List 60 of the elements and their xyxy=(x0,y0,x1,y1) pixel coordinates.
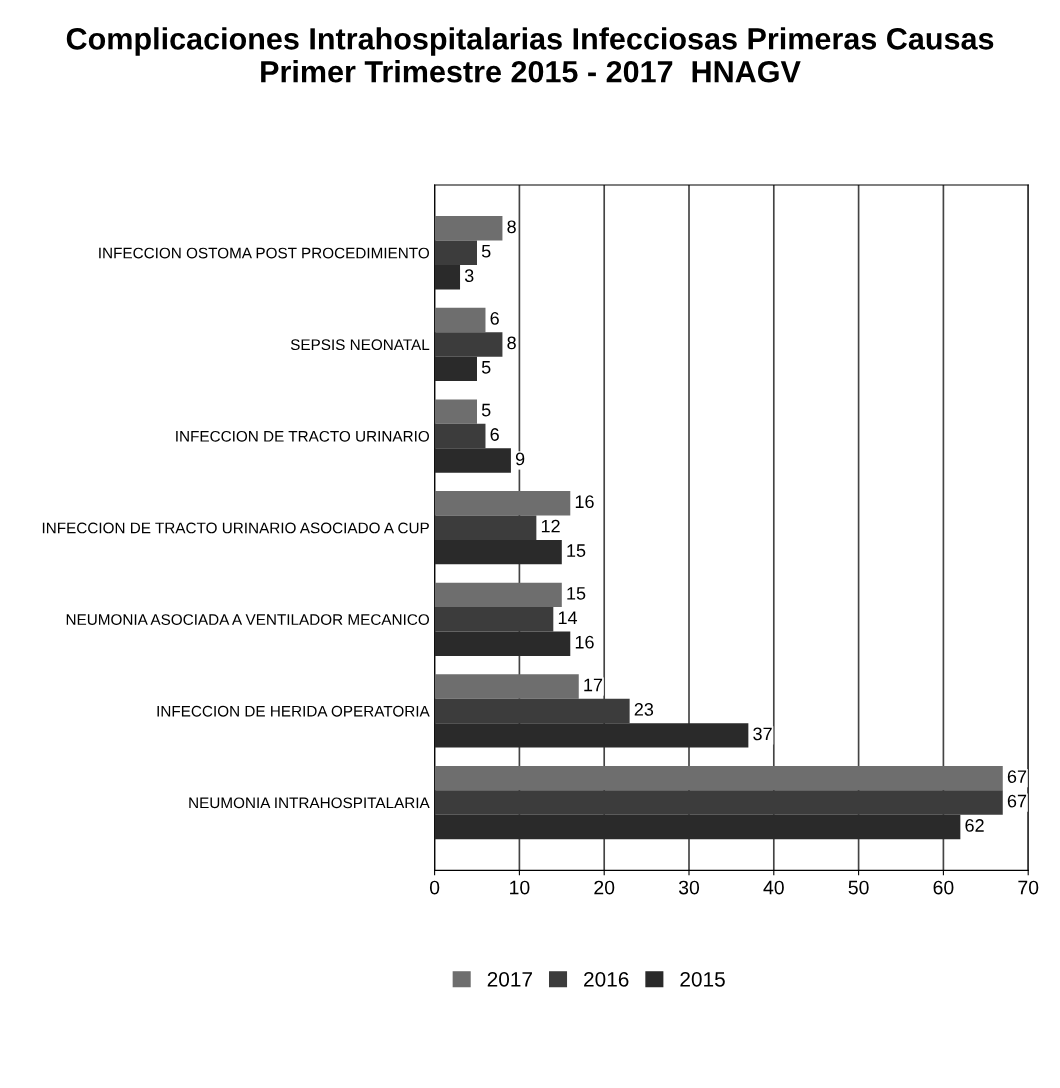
bar xyxy=(434,491,571,516)
bar xyxy=(434,448,511,473)
data-label: 5 xyxy=(481,245,491,258)
bar xyxy=(434,307,486,333)
bar xyxy=(434,582,562,608)
x-tick-label: 40 xyxy=(763,880,784,895)
x-tick-label: 30 xyxy=(678,880,700,895)
x-tick-label: 60 xyxy=(933,880,954,895)
bar xyxy=(434,790,1003,815)
data-label: 14 xyxy=(558,611,578,624)
data-label: 15 xyxy=(567,544,586,557)
data-label: 16 xyxy=(575,635,594,649)
y-tick-label: SEPSIS NEONATAL xyxy=(290,339,430,351)
data-label: 37 xyxy=(753,727,772,741)
y-tick-label: INFECCION DE TRACTO URINARIO ASOCIADO A CUP xyxy=(42,522,429,534)
data-label: 67 xyxy=(1007,770,1027,783)
data-label: 3 xyxy=(464,269,474,283)
y-tick-label: INFECCION DE TRACTO URINARIO xyxy=(176,430,430,442)
x-tick-label: 10 xyxy=(510,880,530,895)
bar xyxy=(434,674,579,699)
data-label: 12 xyxy=(541,519,560,533)
bar xyxy=(434,332,503,357)
bar xyxy=(434,264,461,290)
bar xyxy=(434,539,562,565)
data-label: 6 xyxy=(490,312,499,325)
data-label: 8 xyxy=(507,336,516,350)
data-label: 16 xyxy=(575,495,594,509)
data-label: 17 xyxy=(584,678,603,692)
data-label: 15 xyxy=(567,587,586,600)
data-label: 8 xyxy=(507,220,516,234)
y-tick-label: INFECCION DE HERIDA OPERATORIA xyxy=(157,705,430,717)
bar xyxy=(434,814,961,840)
data-label: 5 xyxy=(481,403,491,417)
bar xyxy=(434,240,477,265)
data-label: 67 xyxy=(1007,794,1027,808)
data-label: 6 xyxy=(490,428,499,441)
legend-label: 2016 xyxy=(584,971,629,987)
chart-title: Complicaciones Intrahospitalarias Infecciosas Primeras Causas Primer Trimestre 2015 - 2017 HNAGV xyxy=(66,27,994,83)
x-tick-label: 50 xyxy=(848,880,869,895)
legend-label: 2017 xyxy=(487,971,532,987)
bar xyxy=(434,631,571,656)
bar xyxy=(434,423,486,449)
bar xyxy=(434,723,749,748)
y-tick-label: NEUMONIA INTRAHOSPITALARIA xyxy=(189,797,430,809)
data-label: 23 xyxy=(634,703,654,716)
data-label: 5 xyxy=(481,361,491,374)
bar xyxy=(434,216,503,241)
bar xyxy=(434,515,537,540)
x-tick-label: 20 xyxy=(594,880,615,895)
y-tick-label: NEUMONIA ASOCIADA A VENTILADOR MECANICO xyxy=(66,614,429,625)
x-tick-label: 70 xyxy=(1018,880,1039,895)
data-label: 9 xyxy=(515,452,525,466)
bar xyxy=(434,399,477,424)
legend-label: 2015 xyxy=(680,971,725,987)
bar xyxy=(434,356,477,382)
data-label: 62 xyxy=(965,819,984,832)
bar xyxy=(434,607,554,632)
bar xyxy=(434,765,1003,791)
y-tick-label: INFECCION OSTOMA POST PROCEDIMIENTO xyxy=(99,247,430,259)
x-tick-label: 0 xyxy=(429,880,440,895)
